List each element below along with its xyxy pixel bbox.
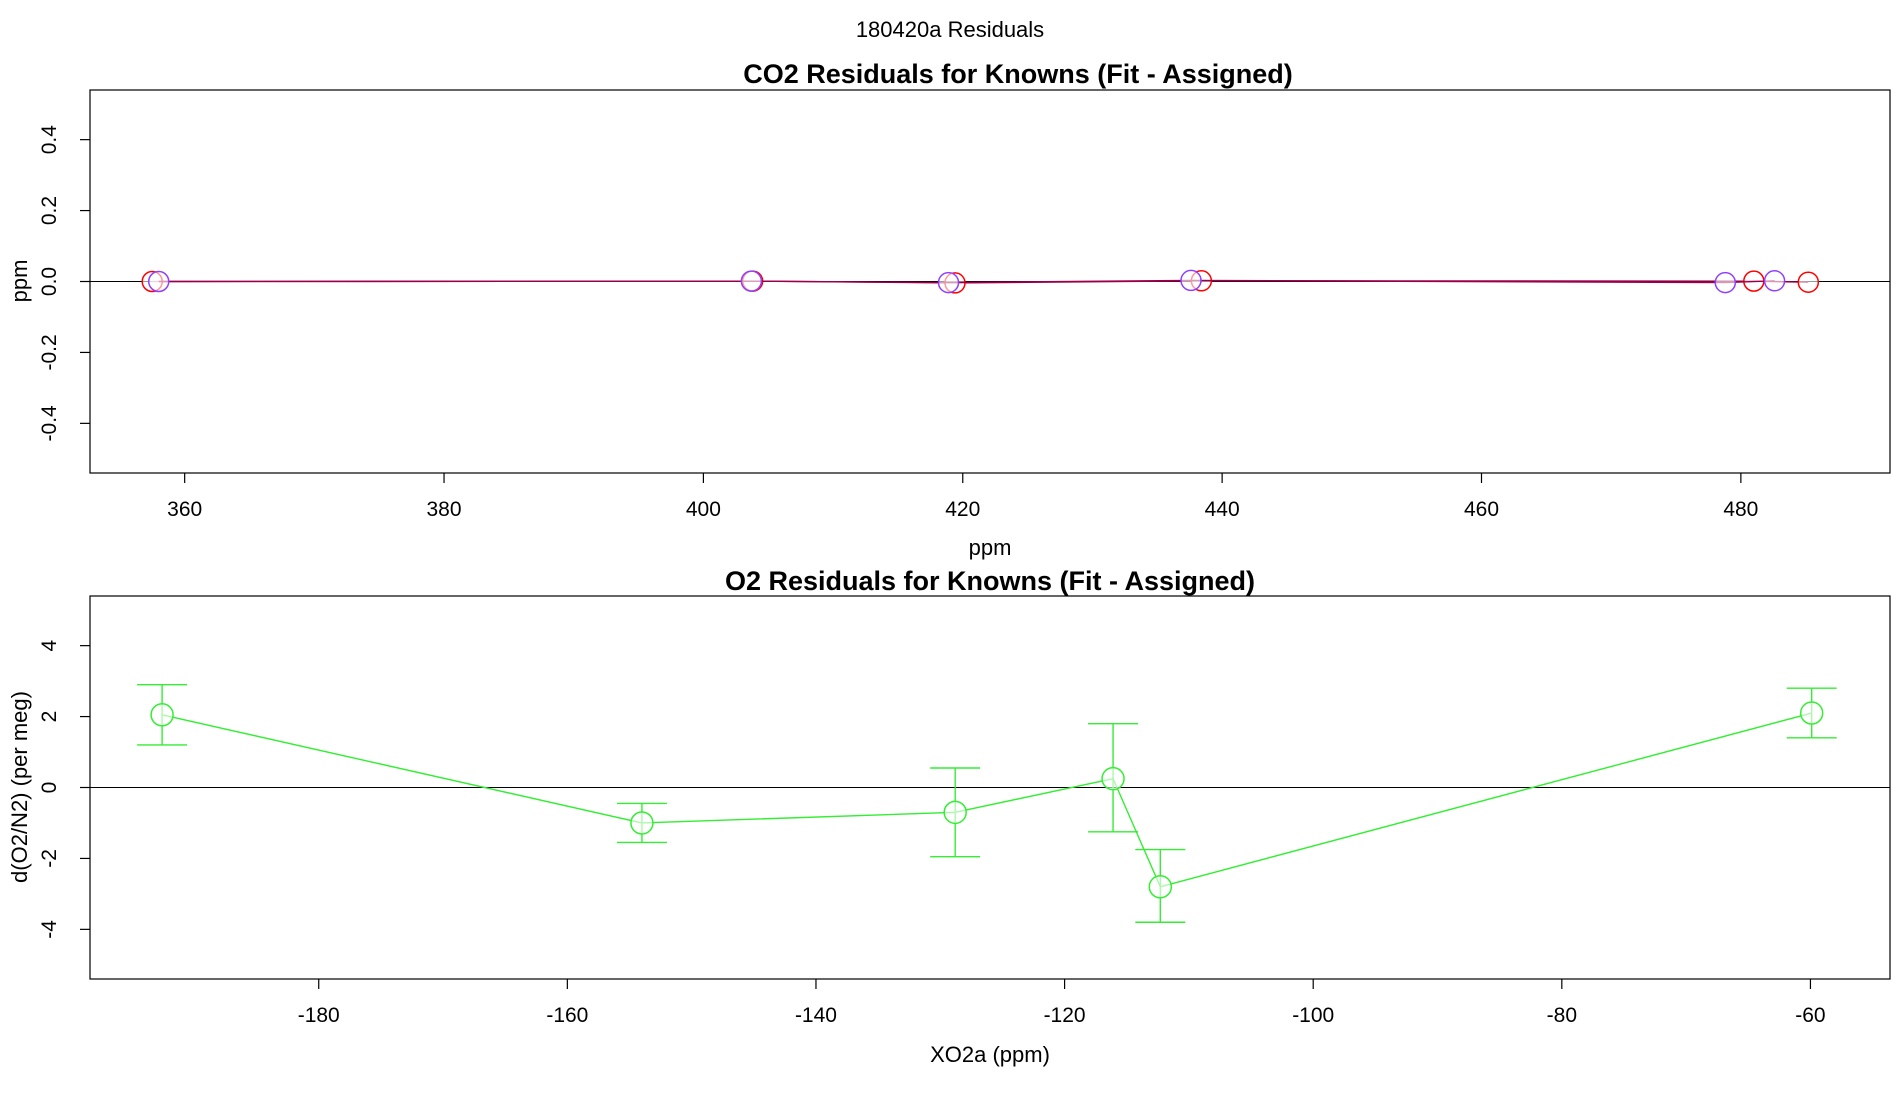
o2-data-point xyxy=(630,811,654,835)
o2-y-tick-label: 4 xyxy=(38,639,61,651)
o2-data-point xyxy=(1148,875,1173,899)
o2-x-tick-label: -100 xyxy=(1292,1004,1334,1027)
o2-x-tick-label: -180 xyxy=(298,1004,340,1027)
co2-residuals-panel: CO2 Residuals for Knowns (Fit - Assigned… xyxy=(7,59,1891,560)
o2-x-tick-label: -140 xyxy=(795,1004,837,1027)
o2-y-axis-label: d(O2/N2) (per meg) xyxy=(7,691,32,883)
co2-data-point xyxy=(937,271,960,294)
co2-x-axis-label: ppm xyxy=(969,535,1012,560)
co2-x-tick-label: 460 xyxy=(1464,498,1499,521)
co2-y-tick-label: -0.2 xyxy=(38,334,61,370)
co2-chart-title: CO2 Residuals for Knowns (Fit - Assigned… xyxy=(743,59,1293,89)
co2-y-tick-label: 0.2 xyxy=(38,196,61,225)
co2-x-tick-label: 480 xyxy=(1723,498,1758,521)
co2-x-tick-label: 380 xyxy=(427,498,462,521)
o2-y-tick-label: -4 xyxy=(38,920,61,939)
o2-x-tick-label: -120 xyxy=(1044,1004,1086,1027)
co2-y-axis-label: ppm xyxy=(7,260,32,303)
co2-x-tick-label: 420 xyxy=(945,498,980,521)
co2-y-tick-label: -0.4 xyxy=(38,405,61,442)
co2-x-tick-label: 440 xyxy=(1205,498,1240,521)
o2-x-tick-label: -80 xyxy=(1547,1004,1577,1027)
o2-data-point xyxy=(1799,701,1824,725)
o2-y-tick-label: -2 xyxy=(38,849,61,868)
co2-x-tick-label: 400 xyxy=(686,498,721,521)
page-title: 180420a Residuals xyxy=(856,17,1044,42)
o2-x-tick-label: -60 xyxy=(1795,1004,1825,1027)
co2-data-point xyxy=(1797,271,1820,293)
o2-residuals-panel: O2 Residuals for Knowns (Fit - Assigned)… xyxy=(7,566,1891,1067)
o2-y-tick-label: 2 xyxy=(38,711,61,723)
co2-data-point xyxy=(1180,269,1202,292)
co2-x-tick-label: 360 xyxy=(167,498,202,521)
co2-data-point xyxy=(147,270,170,293)
o2-x-tick-label: -160 xyxy=(546,1004,588,1027)
co2-y-tick-label: 0.0 xyxy=(38,267,61,296)
o2-chart-title: O2 Residuals for Knowns (Fit - Assigned) xyxy=(725,566,1255,596)
o2-data-point xyxy=(943,800,967,825)
co2-data-point xyxy=(1763,270,1786,292)
co2-y-tick-label: 0.4 xyxy=(38,125,61,155)
o2-y-tick-label: 0 xyxy=(38,782,61,794)
co2-data-point xyxy=(740,270,763,292)
o2-series-line xyxy=(161,712,1812,888)
o2-data-point xyxy=(1101,766,1125,791)
o2-data-point xyxy=(150,703,174,727)
o2-x-axis-label: XO2a (ppm) xyxy=(930,1042,1050,1067)
co2-data-point xyxy=(1714,271,1737,294)
